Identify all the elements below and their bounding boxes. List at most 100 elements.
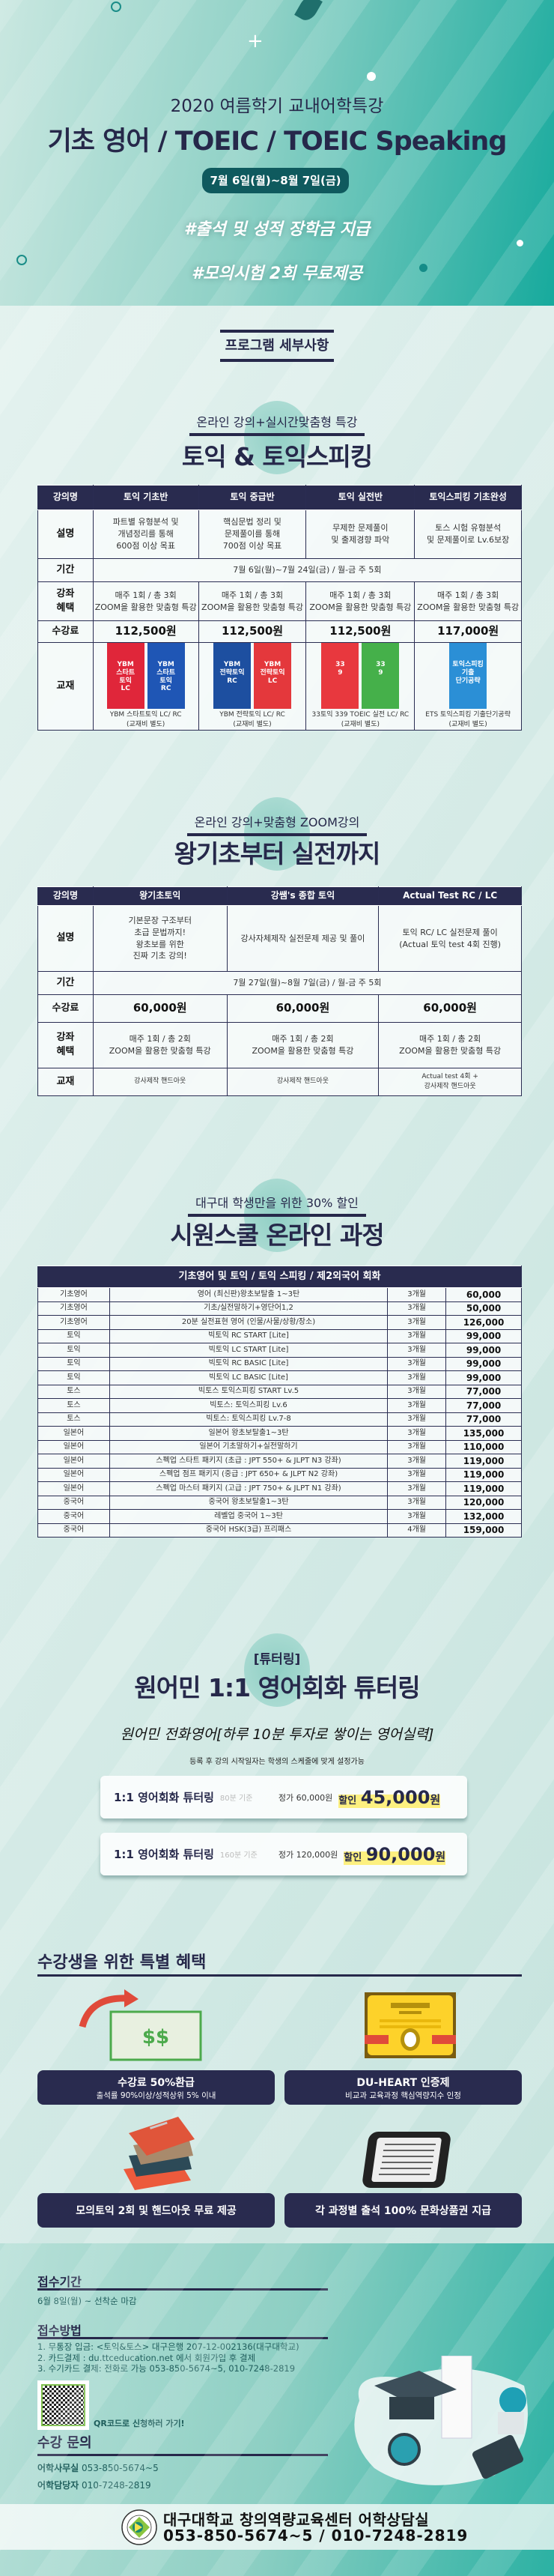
- section3-title: 시원스쿨 온라인 과정: [170, 1221, 384, 1250]
- table-row: 수강료 60,000원 60,000원 60,000원: [37, 994, 522, 1023]
- price-cell: 110,000: [445, 1439, 522, 1454]
- course-cell: 일본어 기초말하기+실전말하기: [109, 1439, 389, 1454]
- qr-code[interactable]: [37, 2380, 89, 2430]
- contact-label: 어학사무실: [37, 2463, 79, 2473]
- column-header: 토익 중급반: [198, 485, 307, 510]
- duration-cell: 3개월: [387, 1398, 447, 1413]
- period-cell: 7월 6일(월)~7월 24일(금) / 월-금 주 5회: [92, 558, 523, 582]
- course-cell: 일본어 왕초보탈출1~3탄: [109, 1426, 389, 1441]
- textbook-cell: YBM 스타트 토익 LC YBM 스타트 토익 RC YBM 스타트토익 LC/ …: [92, 641, 199, 731]
- price-cell: 159,000: [445, 1523, 522, 1538]
- book-caption: 33토익 339 TOEIC 실전 LC/ RC (교재비 별도): [311, 711, 410, 729]
- qr-label[interactable]: QR코드로 신청하러 가기!: [94, 2419, 185, 2428]
- table-row: 일본어 스펙업 점프 패키지 (중급 : JPT 650+ & JLPT N2 강…: [37, 1467, 522, 1482]
- tutoring-price-card: 1:1 영어회화 튜터링 160분 기준 정가 120,000원 할인 90,000원: [100, 1833, 467, 1875]
- benefit-cell: 매주 1회 / 총 3회 ZOOM을 활용한 맞춤형 특강: [305, 581, 416, 621]
- row-label: 기간: [37, 971, 94, 995]
- row-label: 수강료: [37, 994, 94, 1023]
- category-cell: 토익: [37, 1356, 110, 1371]
- table-row: 설명 기본문장 구조부터 초급 문법까지! 왕초보를 위한 진짜 기초 강의! 강사…: [37, 905, 522, 972]
- book-caption: ETS 토익스피킹 기출단기공략 (교재비 별도): [425, 711, 511, 729]
- price-cell: 119,000: [445, 1454, 522, 1469]
- duration-cell: 3개월: [387, 1384, 447, 1399]
- category-cell: 토스: [37, 1412, 110, 1427]
- organization-phone: 053-850-5674~5 / 010-7248-2819: [163, 2527, 469, 2545]
- course-cell: 빅토익 LC START [Lite]: [109, 1343, 389, 1358]
- divider: [37, 1974, 522, 1977]
- benefit-subtitle: 출석률 90%이상/성적상위 5% 이내: [96, 2091, 216, 2100]
- tablet-icon: [362, 2132, 451, 2188]
- money-icon-text: $$: [142, 2026, 169, 2049]
- contact-value: 053-850-5674~5: [82, 2463, 159, 2473]
- description-cell: 토스 시험 유형분석 및 문제풀이로 Lv.6보장: [414, 510, 522, 559]
- book-covers: YBM 스타트 토익 LC YBM 스타트 토익 RC: [94, 643, 198, 709]
- tutoring-price-card: 1:1 영어회화 튜터링 80분 기준 정가 60,000원 할인 45,000원: [100, 1776, 467, 1818]
- table-row: 토익 빅토익 LC START [Lite] 3개월 99,000: [37, 1343, 522, 1358]
- tutoring-tag: [튜터링]: [253, 1652, 301, 1667]
- benefit-gift-card: 각 과정별 출석 100% 문화상품권 지급: [284, 2193, 522, 2228]
- circle-decoration: [244, 401, 310, 474]
- description-cell: 기본문장 구조부터 초급 문법까지! 왕초보를 위한 진짜 기초 강의!: [92, 905, 228, 972]
- course-cell: 20분 실전표현 영어 (인물/사물/상황/장소): [109, 1315, 389, 1330]
- row-label: 강좌 혜택: [37, 1022, 94, 1068]
- table-row: 기초영어 기초/실전말하기+영단어1,2 3개월 50,000: [37, 1301, 522, 1316]
- price-cell: 77,000: [445, 1412, 522, 1427]
- duration-cell: 3개월: [387, 1343, 447, 1358]
- book-cover-image: 33 9: [321, 643, 359, 709]
- description-cell: 무제한 문제풀이 및 출제경향 파악: [305, 510, 416, 559]
- section2-subtitle: 온라인 강의+맞춤형 ZOOM강의: [0, 812, 554, 836]
- tutoring-basis: 160분 기준: [219, 1851, 258, 1860]
- table-row: 기초영어 20분 실전표현 영어 (인물/사물/상황/장소) 3개월 126,000: [37, 1315, 522, 1330]
- hashtag-mock-test: #모의시험 2회 무료제공: [191, 264, 363, 283]
- table-header-row: 기초영어 및 토익 / 토익 스피킹 / 제2외국어 회화: [37, 1266, 522, 1288]
- dot-decoration: [419, 264, 427, 272]
- textbook-cell: YBM 전략토익 RC YBM 전략토익 LC YBM 전략토익 LC/ RC (교…: [198, 641, 307, 731]
- column-header: 왕기초토익: [92, 886, 228, 906]
- table-row: 토익 빅토익 RC START [Lite] 3개월 99,000: [37, 1328, 522, 1343]
- duration-cell: 3개월: [387, 1467, 447, 1482]
- category-cell: 기초영어: [37, 1287, 110, 1302]
- table-row: 설명 파트별 유형분석 및 개념정리를 통해 600점 이상 목표 핵심문법 정리 …: [37, 510, 522, 559]
- fee-cell: 60,000원: [378, 994, 522, 1023]
- column-header: 토익 기초반: [92, 485, 199, 510]
- table-header-row: 강의명 토익 기초반 토익 중급반 토익 실전반 토익스피킹 기초완성: [37, 485, 522, 510]
- benefit-subtitle: 비교과 교육과정 핵심역량지수 인정: [345, 2091, 461, 2100]
- benefit-cell: 매주 1회 / 총 3회 ZOOM을 활용한 맞춤형 특강: [414, 581, 522, 621]
- category-cell: 중국어: [37, 1509, 110, 1524]
- course-cell: 영어 (최신판)왕초보탈출 1~3탄: [109, 1287, 389, 1302]
- duration-cell: 3개월: [387, 1328, 447, 1343]
- benefit-cell: 매주 1회 / 총 2회 ZOOM을 활용한 맞춤형 특강: [92, 1022, 228, 1068]
- period-badge: 7월 6일(월)~8월 7일(금): [202, 168, 349, 193]
- duration-cell: 3개월: [387, 1481, 447, 1496]
- graduation-illustration: [354, 2356, 528, 2485]
- course-cell: 레벨업 중국어 1~3탄: [109, 1509, 389, 1524]
- category-cell: 중국어: [37, 1523, 110, 1538]
- description-cell: 파트별 유형분석 및 개념정리를 통해 600점 이상 목표: [92, 510, 199, 559]
- table-row: 일본어 일본어 기초말하기+실전말하기 3개월 110,000: [37, 1439, 522, 1454]
- duration-cell: 3개월: [387, 1454, 447, 1469]
- section1-subtitle-text: 온라인 강의+실시간맞춤형 특강: [189, 412, 365, 436]
- price-cell: 99,000: [445, 1370, 522, 1385]
- method-heading: 접수방법: [37, 2323, 82, 2338]
- column-header: 토익스피킹 기초완성: [414, 485, 522, 510]
- leaf-decoration: [294, 0, 323, 24]
- fee-cell: 60,000원: [226, 994, 380, 1023]
- divider: [37, 2337, 328, 2339]
- circle-decoration: [16, 255, 27, 265]
- section1-subtitle: 온라인 강의+실시간맞춤형 특강: [0, 412, 554, 436]
- category-cell: 일본어: [37, 1467, 110, 1482]
- duration-cell: 3개월: [387, 1315, 447, 1330]
- category-cell: 토익: [37, 1370, 110, 1385]
- section3-subtitle-text: 대구대 학생만을 위한 30% 할인: [188, 1193, 366, 1217]
- money-refund-icon: $$: [79, 1989, 202, 2061]
- price-cell: 60,000: [445, 1287, 522, 1302]
- organization-name: 대구대학교 창의역량교육센터 어학상담실: [163, 2511, 430, 2529]
- dot-decoration: [517, 240, 523, 247]
- fee-cell: 112,500원: [305, 620, 416, 643]
- textbook-cell: 토익스피킹 기출 단기공략 ETS 토익스피킹 기출단기공략 (교재비 별도): [414, 641, 522, 731]
- organization-banner: 대구대학교 창의역량교육센터 어학상담실 053-850-5674~5 / 01…: [0, 2504, 554, 2550]
- duration-cell: 3개월: [387, 1495, 447, 1510]
- regular-price: 정가 120,000원: [278, 1849, 338, 1860]
- contact-manager: 어학담당자 010-7248-2819: [37, 2479, 151, 2491]
- course-cell: 중국어 HSK(3급) 프리패스: [109, 1523, 389, 1538]
